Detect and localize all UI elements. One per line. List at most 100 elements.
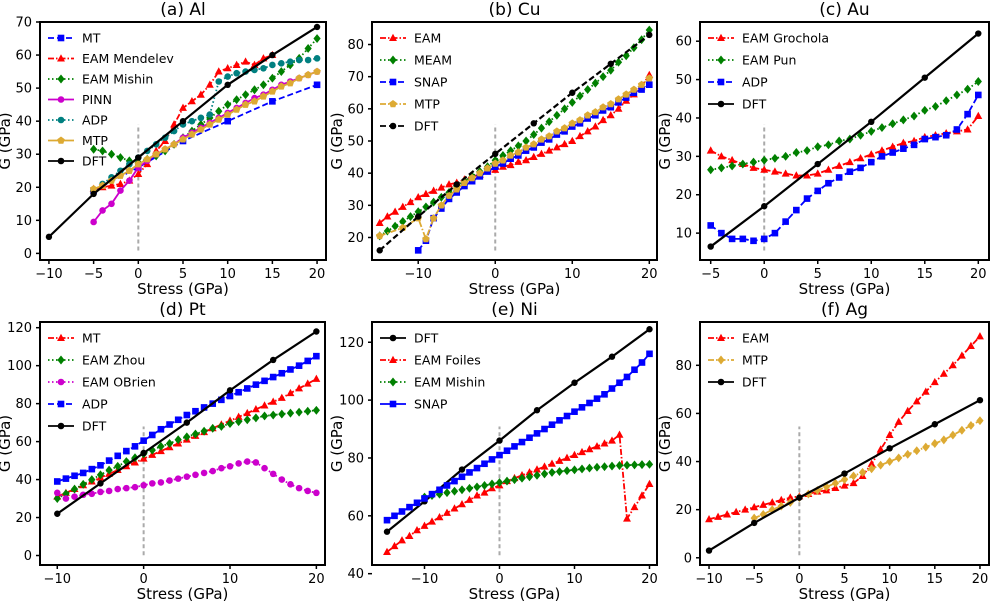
data-point xyxy=(552,143,561,151)
data-point xyxy=(252,413,260,423)
legend-label: EAM Grochola xyxy=(742,31,829,46)
data-point xyxy=(215,106,223,116)
legend-item-dft: DFT xyxy=(708,97,767,112)
data-point xyxy=(867,150,876,158)
data-point xyxy=(645,479,654,487)
data-point xyxy=(223,63,232,72)
data-point xyxy=(518,438,526,446)
data-point xyxy=(428,517,436,525)
x-tick-label: −10 xyxy=(35,267,62,282)
legend-label: ADP xyxy=(742,75,768,90)
legend-label: EAM Mendelev xyxy=(82,51,174,66)
data-point xyxy=(428,490,436,498)
data-point xyxy=(514,157,523,165)
data-point xyxy=(134,169,143,178)
x-tick-label: 5 xyxy=(179,267,187,282)
data-point xyxy=(96,470,105,480)
data-point xyxy=(556,417,563,424)
data-point xyxy=(545,136,553,143)
series-dft xyxy=(376,31,653,254)
x-tick-label: −5 xyxy=(84,267,103,282)
series-line-adp xyxy=(710,94,980,242)
data-point xyxy=(206,120,214,128)
data-point xyxy=(480,488,489,496)
data-point xyxy=(488,479,496,489)
x-tick-label: 10 xyxy=(564,267,581,282)
data-point xyxy=(226,462,234,470)
data-point xyxy=(413,525,421,534)
data-point xyxy=(717,163,726,173)
data-point xyxy=(777,495,786,504)
data-point xyxy=(540,462,549,470)
data-point xyxy=(585,444,594,453)
data-point xyxy=(591,108,600,116)
legend-marker xyxy=(717,333,725,341)
data-point xyxy=(398,202,407,210)
y-axis: 20 30 40 50 60 70 80 G (GPa) xyxy=(328,38,372,246)
x-tick-label: 15 xyxy=(927,572,944,587)
data-point xyxy=(268,87,277,95)
chart-title: (e) Ni xyxy=(491,300,538,320)
data-point xyxy=(718,229,725,237)
y-tick-label: 30 xyxy=(15,148,32,163)
data-point xyxy=(123,484,130,492)
data-point xyxy=(313,34,321,43)
plot-area xyxy=(705,332,984,554)
legend-marker xyxy=(389,334,397,342)
y-tick-label: 20 xyxy=(15,511,32,526)
data-point xyxy=(889,119,897,129)
series-line-pinn xyxy=(92,70,318,223)
data-point xyxy=(739,235,747,243)
x-tick-label: −5 xyxy=(701,267,720,282)
x-axis-label: Stress (GPa) xyxy=(799,280,891,298)
y-tick-label: 120 xyxy=(339,336,364,351)
data-point xyxy=(584,115,591,122)
data-point xyxy=(243,385,251,392)
series-dft xyxy=(707,30,982,250)
legend-label: MTP xyxy=(742,353,768,368)
data-point xyxy=(187,97,196,105)
x-tick-label: −5 xyxy=(745,572,764,587)
data-point xyxy=(97,488,104,496)
data-point xyxy=(964,110,971,118)
data-point xyxy=(638,359,646,366)
data-point xyxy=(749,157,758,167)
data-point xyxy=(759,510,767,519)
data-point xyxy=(226,387,234,394)
data-point xyxy=(192,407,199,415)
legend-marker xyxy=(57,422,65,430)
data-point xyxy=(391,221,399,231)
legend-item-adp: ADP xyxy=(708,75,768,90)
legend-marker xyxy=(57,378,65,386)
data-point xyxy=(304,406,312,416)
legend-marker xyxy=(57,116,65,124)
y-tick-label: 70 xyxy=(15,16,32,31)
data-point xyxy=(88,490,96,498)
data-point xyxy=(286,58,294,65)
y-tick-label: 20 xyxy=(15,181,32,196)
data-point xyxy=(563,412,571,420)
legend-item-eam-grochola: EAM Grochola xyxy=(708,31,829,46)
legend-label: DFT xyxy=(414,119,439,134)
x-axis: −10 0 10 20 Stress (GPa) xyxy=(404,260,658,298)
data-point xyxy=(468,177,476,185)
data-point xyxy=(781,169,790,177)
legend-label: SNAP xyxy=(414,75,448,90)
y-tick-label: 50 xyxy=(15,82,32,97)
data-point xyxy=(458,499,466,508)
legend-label: EAM xyxy=(742,331,769,346)
data-point xyxy=(53,478,61,485)
data-point xyxy=(706,146,715,154)
data-point xyxy=(465,483,474,493)
data-point xyxy=(383,226,392,236)
data-point xyxy=(99,207,106,214)
data-point xyxy=(174,475,182,482)
data-point xyxy=(578,447,586,456)
data-point xyxy=(514,141,522,151)
data-point xyxy=(570,465,579,475)
data-point xyxy=(537,123,546,133)
data-point xyxy=(453,189,461,196)
data-point xyxy=(413,499,421,507)
data-point xyxy=(548,421,556,428)
data-point xyxy=(232,105,241,113)
